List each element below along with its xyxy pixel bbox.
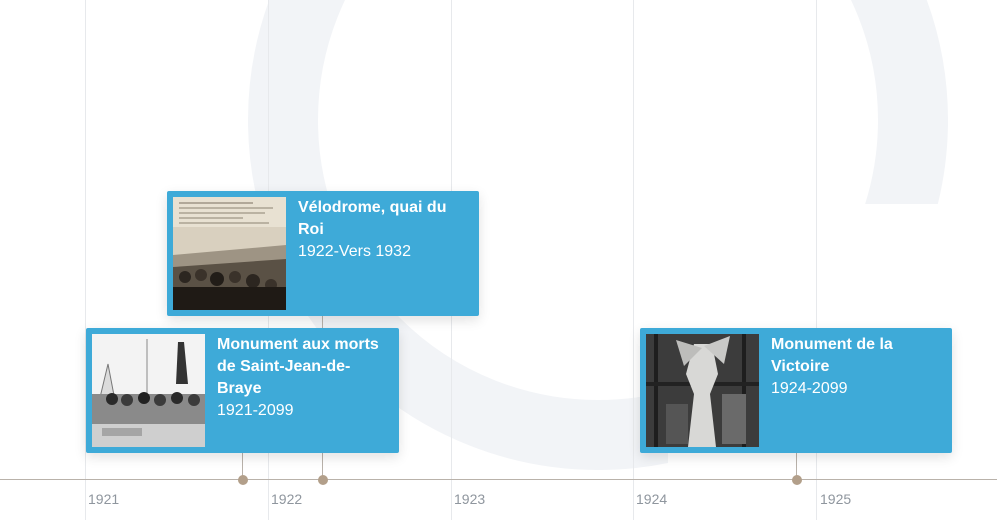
event-title-line: Monument aux morts — [217, 336, 379, 353]
year-label-1923: 1923 — [454, 491, 486, 507]
year-label-1924: 1924 — [636, 491, 668, 507]
event-date: 1924-2099 — [771, 380, 848, 397]
event-card-velodrome[interactable]: Vélodrome, quai du Roi 1922-Vers 1932 — [167, 191, 479, 316]
event-text-velodrome: Vélodrome, quai du Roi 1922-Vers 1932 — [298, 197, 473, 263]
year-label-1921: 1921 — [88, 491, 120, 507]
timeline-axis — [0, 479, 997, 480]
event-stem-monument-victoire — [796, 452, 797, 479]
event-title-line: de Saint-Jean-de- — [217, 358, 351, 375]
year-label-1925: 1925 — [820, 491, 852, 507]
grid-line-1925 — [816, 0, 817, 520]
event-text-monument-morts: Monument aux morts de Saint-Jean-de- Bra… — [217, 334, 393, 422]
event-thumbnail-monument-victoire — [646, 334, 759, 447]
event-marker-velodrome[interactable] — [318, 475, 328, 485]
event-title-line: Braye — [217, 380, 262, 397]
grid-line-1924 — [633, 0, 634, 520]
event-text-monument-victoire: Monument de la Victoire 1924-2099 — [771, 334, 946, 400]
event-title-line: Monument de la — [771, 336, 893, 353]
event-date: 1922-Vers 1932 — [298, 243, 411, 260]
event-title-line: Victoire — [771, 358, 830, 375]
event-date: 1921-2099 — [217, 402, 294, 419]
event-title: Vélodrome, quai du Roi — [298, 199, 447, 238]
event-thumbnail-monument-morts — [92, 334, 205, 447]
event-card-monument-victoire[interactable]: Monument de la Victoire 1924-2099 — [640, 328, 952, 453]
grid-line-1921 — [85, 0, 86, 520]
event-marker-monument-victoire[interactable] — [792, 475, 802, 485]
year-label-1922: 1922 — [271, 491, 303, 507]
event-card-monument-morts[interactable]: Monument aux morts de Saint-Jean-de- Bra… — [86, 328, 399, 453]
event-stem-monument-morts — [242, 452, 243, 479]
event-thumbnail-velodrome — [173, 197, 286, 310]
event-marker-monument-morts[interactable] — [238, 475, 248, 485]
